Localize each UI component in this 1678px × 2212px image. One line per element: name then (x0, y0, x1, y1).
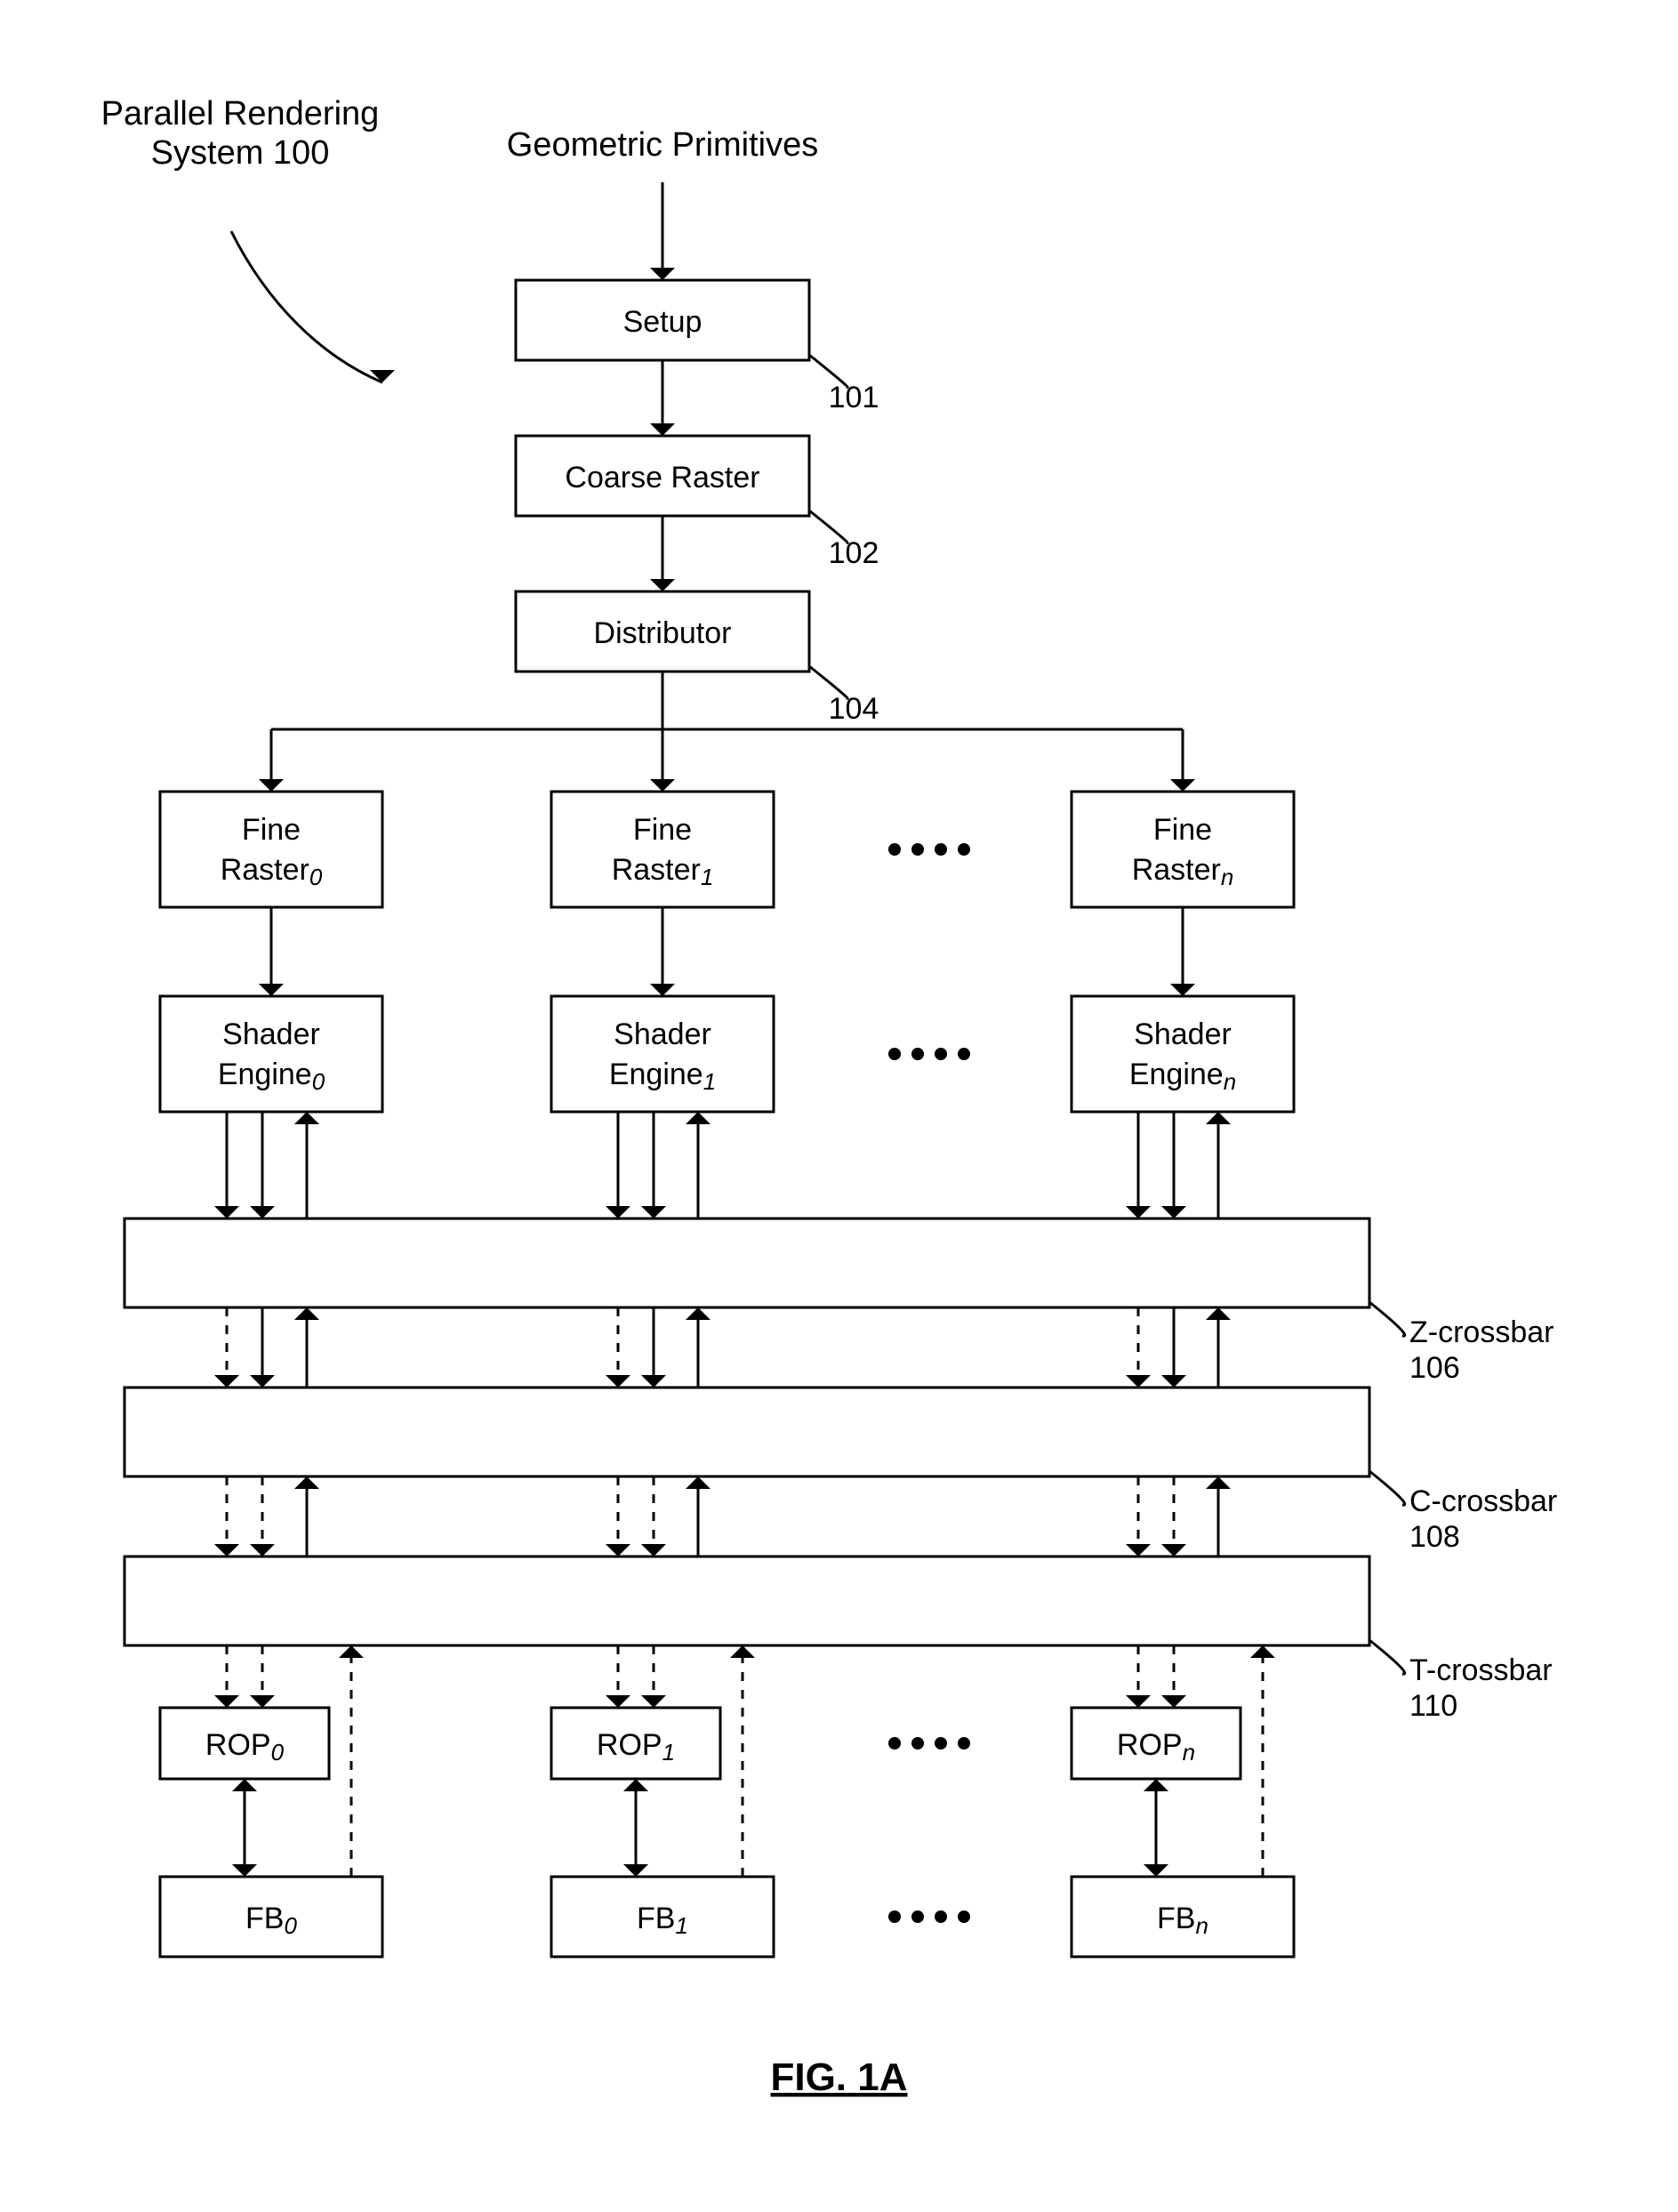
svg-text:101: 101 (829, 381, 879, 414)
svg-text:Fine: Fine (1153, 813, 1212, 847)
diagram-root: Parallel RenderingSystem 100 Geometric Pr… (0, 0, 1678, 2212)
svg-text:104: 104 (829, 692, 879, 726)
svg-text:Raster1: Raster1 (612, 853, 714, 890)
svg-text:T-crossbar: T-crossbar (1409, 1653, 1553, 1687)
svg-text:Shader: Shader (1134, 1018, 1232, 1051)
svg-text:Rastern: Rastern (1132, 853, 1234, 890)
shader-engine-1 (551, 996, 774, 1112)
svg-text:Shader: Shader (222, 1018, 320, 1051)
fine-raster-n (1072, 792, 1294, 907)
svg-text:Raster0: Raster0 (221, 853, 323, 890)
svg-text:Distributor: Distributor (594, 616, 732, 650)
svg-text:Parallel Rendering: Parallel Rendering (101, 95, 380, 133)
svg-text:Setup: Setup (623, 305, 703, 339)
svg-text:Fine: Fine (633, 813, 692, 847)
shader-engine-0 (160, 996, 382, 1112)
svg-text:Z-crossbar: Z-crossbar (1409, 1315, 1554, 1349)
svg-text:Engine1: Engine1 (609, 1058, 716, 1095)
t-crossbar (124, 1556, 1369, 1645)
fine-raster-1 (551, 792, 774, 907)
svg-text:110: 110 (1409, 1689, 1457, 1723)
c-crossbar (124, 1388, 1369, 1476)
svg-text:Coarse Raster: Coarse Raster (565, 461, 759, 495)
svg-text:Geometric Primitives: Geometric Primitives (507, 126, 819, 164)
shader-engine-n (1072, 996, 1294, 1112)
svg-text:System 100: System 100 (151, 134, 330, 172)
svg-text:102: 102 (829, 536, 879, 570)
fine-raster-0 (160, 792, 382, 907)
svg-text:C-crossbar: C-crossbar (1409, 1484, 1557, 1518)
z-crossbar (124, 1219, 1369, 1307)
svg-text:Engine0: Engine0 (218, 1058, 325, 1095)
svg-text:FIG. 1A: FIG. 1A (770, 2055, 907, 2099)
svg-text:106: 106 (1409, 1351, 1460, 1385)
svg-text:108: 108 (1409, 1520, 1460, 1554)
svg-text:Fine: Fine (242, 813, 301, 847)
svg-text:Enginen: Enginen (1129, 1058, 1236, 1095)
svg-text:Shader: Shader (614, 1018, 711, 1051)
